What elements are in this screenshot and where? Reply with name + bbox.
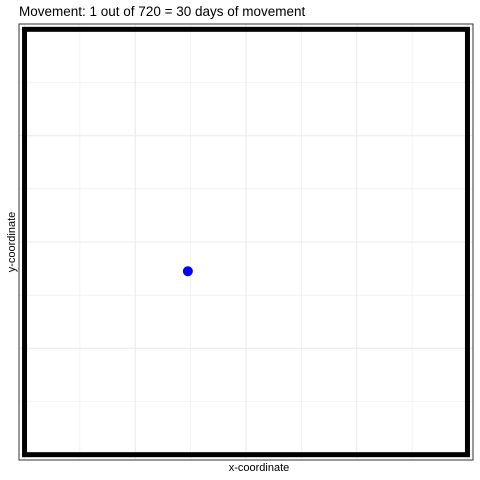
x-axis-label: x-coordinate xyxy=(228,462,290,474)
enclosure-boundary xyxy=(22,26,470,458)
data-points xyxy=(182,266,193,277)
panel-border xyxy=(18,23,474,461)
chart-title: Movement: 1 out of 720 = 30 days of move… xyxy=(19,4,306,19)
data-point xyxy=(182,266,193,277)
grid-lines xyxy=(19,24,473,460)
y-axis-label: y-coordinate xyxy=(6,211,18,273)
